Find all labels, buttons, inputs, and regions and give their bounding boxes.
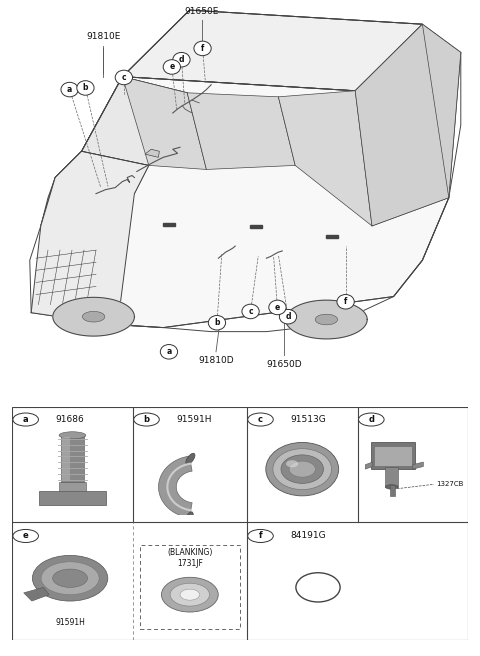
- Bar: [59, 482, 86, 491]
- Text: (BLANKING): (BLANKING): [167, 548, 213, 557]
- Circle shape: [173, 52, 190, 67]
- Ellipse shape: [170, 583, 209, 606]
- Ellipse shape: [185, 512, 193, 523]
- Polygon shape: [53, 297, 134, 336]
- Bar: [371, 442, 415, 469]
- Ellipse shape: [186, 453, 195, 464]
- Ellipse shape: [266, 442, 339, 496]
- Polygon shape: [413, 462, 423, 469]
- Text: 91650E: 91650E: [184, 7, 219, 16]
- Circle shape: [194, 41, 211, 56]
- Text: a: a: [67, 85, 72, 94]
- Circle shape: [13, 529, 38, 543]
- Polygon shape: [365, 462, 372, 469]
- Polygon shape: [187, 92, 295, 169]
- Bar: [385, 467, 398, 487]
- Text: c: c: [258, 415, 263, 424]
- Polygon shape: [41, 77, 449, 327]
- Ellipse shape: [69, 305, 118, 328]
- Polygon shape: [122, 10, 422, 91]
- Bar: [390, 485, 395, 496]
- Ellipse shape: [286, 461, 298, 467]
- Text: e: e: [275, 303, 280, 312]
- Text: e: e: [169, 62, 174, 72]
- Bar: [374, 446, 412, 466]
- Polygon shape: [355, 24, 461, 226]
- Polygon shape: [286, 300, 367, 339]
- Text: e: e: [23, 531, 28, 541]
- Circle shape: [248, 413, 273, 426]
- Ellipse shape: [289, 461, 315, 477]
- Ellipse shape: [32, 556, 108, 601]
- Circle shape: [269, 300, 286, 315]
- Text: 91591H: 91591H: [176, 415, 212, 424]
- Polygon shape: [24, 587, 49, 601]
- Polygon shape: [122, 77, 206, 169]
- Text: f: f: [344, 297, 348, 306]
- Ellipse shape: [161, 577, 218, 612]
- Polygon shape: [82, 77, 187, 165]
- Text: a: a: [167, 347, 171, 356]
- Polygon shape: [61, 436, 84, 482]
- Ellipse shape: [83, 312, 105, 322]
- Ellipse shape: [273, 449, 332, 489]
- Circle shape: [208, 316, 226, 330]
- Text: c: c: [121, 73, 126, 82]
- Text: 91650D: 91650D: [266, 360, 302, 369]
- Polygon shape: [39, 491, 106, 504]
- Text: d: d: [285, 312, 291, 321]
- Circle shape: [242, 304, 259, 319]
- Ellipse shape: [281, 455, 324, 483]
- Ellipse shape: [302, 308, 351, 331]
- Circle shape: [163, 60, 180, 74]
- Circle shape: [115, 70, 132, 85]
- Ellipse shape: [41, 562, 99, 595]
- Text: d: d: [179, 55, 184, 64]
- Polygon shape: [145, 150, 159, 157]
- Circle shape: [134, 413, 159, 426]
- Circle shape: [248, 529, 273, 543]
- Text: 91513G: 91513G: [290, 415, 326, 424]
- Text: 84191G: 84191G: [290, 531, 326, 541]
- Bar: [250, 225, 262, 228]
- Text: b: b: [83, 83, 88, 92]
- Circle shape: [13, 413, 38, 426]
- Polygon shape: [158, 456, 192, 518]
- Ellipse shape: [53, 569, 87, 587]
- Ellipse shape: [315, 314, 337, 325]
- Text: b: b: [214, 318, 220, 327]
- Bar: [163, 222, 175, 226]
- Ellipse shape: [59, 432, 86, 439]
- Text: 91810E: 91810E: [86, 32, 120, 41]
- Text: a: a: [23, 415, 28, 424]
- Text: 91686: 91686: [55, 415, 84, 424]
- Ellipse shape: [385, 485, 398, 489]
- Text: d: d: [368, 415, 374, 424]
- Circle shape: [61, 82, 78, 97]
- Circle shape: [160, 344, 178, 359]
- Circle shape: [77, 81, 94, 95]
- Bar: [326, 235, 338, 238]
- Text: 1731JF: 1731JF: [177, 559, 203, 568]
- Polygon shape: [62, 437, 70, 480]
- Circle shape: [279, 310, 297, 324]
- Text: 91591H: 91591H: [55, 617, 85, 626]
- Ellipse shape: [180, 589, 200, 600]
- Text: f: f: [259, 531, 263, 541]
- Text: 1327CB: 1327CB: [436, 482, 463, 487]
- Polygon shape: [278, 91, 372, 226]
- Polygon shape: [31, 152, 149, 325]
- Text: f: f: [201, 44, 204, 53]
- Text: b: b: [144, 415, 150, 424]
- Text: c: c: [248, 307, 253, 316]
- Polygon shape: [55, 152, 149, 194]
- Circle shape: [337, 295, 354, 309]
- Circle shape: [359, 413, 384, 426]
- Text: 91810D: 91810D: [198, 356, 234, 365]
